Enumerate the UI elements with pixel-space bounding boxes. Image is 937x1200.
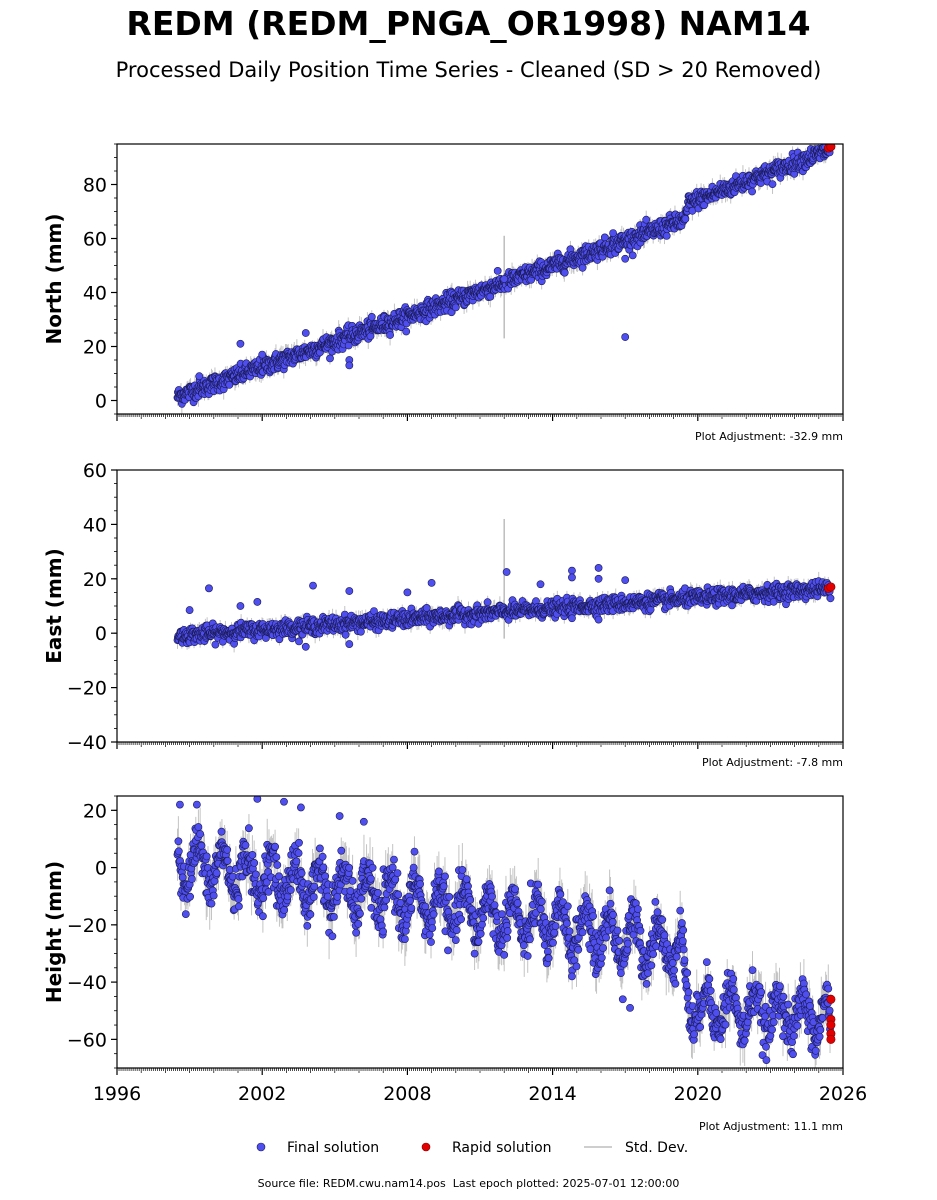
outlier-point (621, 333, 630, 341)
outlier-point (609, 229, 617, 237)
outlier-point (621, 576, 630, 585)
outlier-point (205, 584, 213, 593)
final-point (628, 251, 637, 260)
final-point (367, 312, 376, 321)
outlier-point (568, 573, 576, 582)
outlier-point (253, 598, 262, 606)
final-point (493, 266, 502, 275)
y-axis-label: North (mm) (42, 213, 66, 344)
final-point (386, 331, 394, 339)
outlier-point (568, 566, 576, 575)
y-tick-label: 0 (95, 391, 107, 413)
final-point (370, 607, 378, 615)
y-tick-label: 0 (95, 623, 107, 645)
final-point (826, 594, 835, 603)
final-solution-points (173, 144, 835, 408)
outlier-point (345, 361, 354, 370)
outlier-point (236, 339, 245, 348)
y-tick-label: 20 (83, 569, 107, 591)
outlier-point (427, 578, 436, 587)
outlier-point (502, 568, 511, 576)
outlier-point (568, 614, 576, 623)
y-tick-label: 80 (83, 175, 107, 197)
final-point (700, 201, 708, 210)
rapid-point (826, 144, 836, 152)
plot-area (173, 144, 836, 414)
outlier-point (301, 329, 310, 337)
outlier-point (500, 275, 509, 283)
y-tick-label: 60 (83, 229, 107, 251)
final-point (662, 231, 671, 240)
outlier-point (301, 642, 310, 651)
outlier-point (185, 606, 194, 614)
outlier-point (621, 254, 630, 263)
final-point (341, 630, 350, 639)
panel-1: 0 20 40 60 80 North (mm) Plot Adjustment: -32.… (42, 143, 844, 443)
final-point (225, 380, 234, 389)
outlier-point (345, 587, 354, 595)
y-tick-label: 40 (83, 283, 107, 305)
y-tick-label: 60 (83, 460, 107, 482)
outlier-point (258, 350, 267, 359)
plot-adjustment-label: Plot Adjustment: -32.9 mm (695, 430, 843, 443)
final-point (326, 354, 334, 363)
final-point (681, 214, 690, 223)
y-tick-label: −40 (67, 732, 107, 754)
outlier-point (594, 615, 603, 624)
final-point (344, 341, 353, 350)
final-solution-points (173, 564, 835, 651)
y-tick-label: 40 (83, 514, 107, 536)
final-point (560, 268, 569, 277)
final-point (748, 187, 756, 196)
outlier-point (536, 580, 545, 589)
y-tick-label: −20 (67, 678, 107, 700)
outlier-point (345, 640, 354, 648)
final-point (451, 303, 460, 312)
final-point (356, 627, 365, 636)
outlier-point (195, 372, 204, 381)
final-point (402, 327, 411, 336)
outlier-point (309, 581, 317, 590)
chart-subtitle: Processed Daily Position Time Series - C… (115, 58, 822, 82)
chart-title: REDM (REDM_PNGA_OR1998) NAM14 (126, 4, 811, 43)
final-point (211, 640, 220, 649)
outlier-point (594, 564, 603, 572)
final-point (600, 233, 609, 242)
final-point (483, 598, 492, 607)
final-point (295, 637, 303, 646)
y-tick-label: 20 (83, 337, 107, 359)
final-point (768, 180, 777, 188)
outlier-point (236, 602, 245, 610)
outlier-point (594, 574, 603, 583)
rapid-point (826, 582, 836, 592)
plot-area (173, 518, 836, 653)
outlier-point (403, 588, 412, 597)
final-point (578, 263, 587, 272)
final-point (642, 215, 651, 224)
